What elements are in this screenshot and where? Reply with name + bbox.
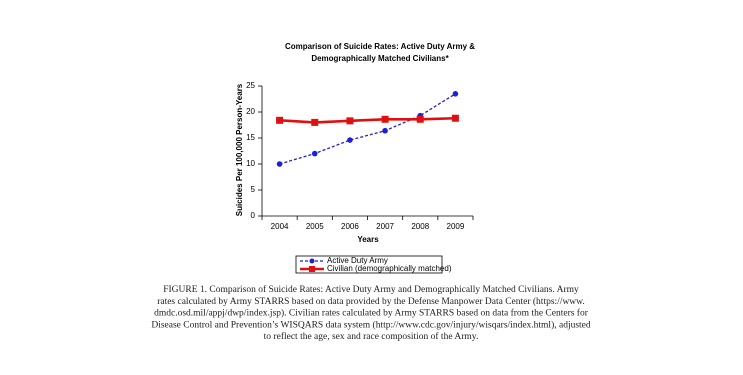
data-point <box>276 116 284 124</box>
caption-line: dmdc.osd.mil/appj/dwp/index.jsp). Civili… <box>154 308 589 319</box>
caption-line: to reflect the age, sex and race composi… <box>264 331 479 342</box>
x-tick-label: 2008 <box>411 222 429 231</box>
legend-marker <box>309 266 315 272</box>
x-tick-label: 2009 <box>447 222 465 231</box>
chart-title: Comparison of Suicide Rates: Active Duty… <box>285 42 475 51</box>
series-line <box>279 93 456 165</box>
legend-box <box>295 255 443 274</box>
y-tick-label: 0 <box>251 211 256 220</box>
legend-label: Active Duty Army <box>327 256 388 265</box>
data-point <box>452 91 459 97</box>
data-point <box>416 115 424 123</box>
y-tick-label: 25 <box>246 81 255 90</box>
x-tick-label: 2004 <box>271 222 289 231</box>
y-axis-label: Suicides Per 100,000 Person-Years <box>235 83 244 216</box>
x-tick-label: 2006 <box>341 222 359 231</box>
y-tick-label: 10 <box>246 159 255 168</box>
x-tick-label: 2007 <box>376 222 394 231</box>
data-point <box>276 161 283 167</box>
y-tick-label: 20 <box>246 107 255 116</box>
caption-line: FIGURE 1. Comparison of Suicide Rates: A… <box>163 284 579 295</box>
data-point <box>451 114 459 122</box>
data-point <box>382 127 388 134</box>
caption-line: Disease Control and Prevention’s WISQARS… <box>151 319 591 330</box>
x-axis-label: Years <box>357 235 379 244</box>
legend-marker <box>309 258 315 264</box>
y-tick-label: 5 <box>251 185 256 194</box>
data-point <box>347 137 353 143</box>
data-point <box>311 118 319 126</box>
data-point <box>346 117 354 125</box>
legend-label: Civilian (demographically matched) <box>327 264 452 273</box>
data-point <box>381 115 389 123</box>
data-point <box>311 150 318 157</box>
series-line <box>279 116 456 124</box>
caption-line: rates calculated by Army STARRS based on… <box>157 296 585 307</box>
y-tick-label: 15 <box>246 133 255 142</box>
chart-title: Demographically Matched Civilians* <box>311 54 449 63</box>
x-tick-label: 2005 <box>306 222 324 231</box>
